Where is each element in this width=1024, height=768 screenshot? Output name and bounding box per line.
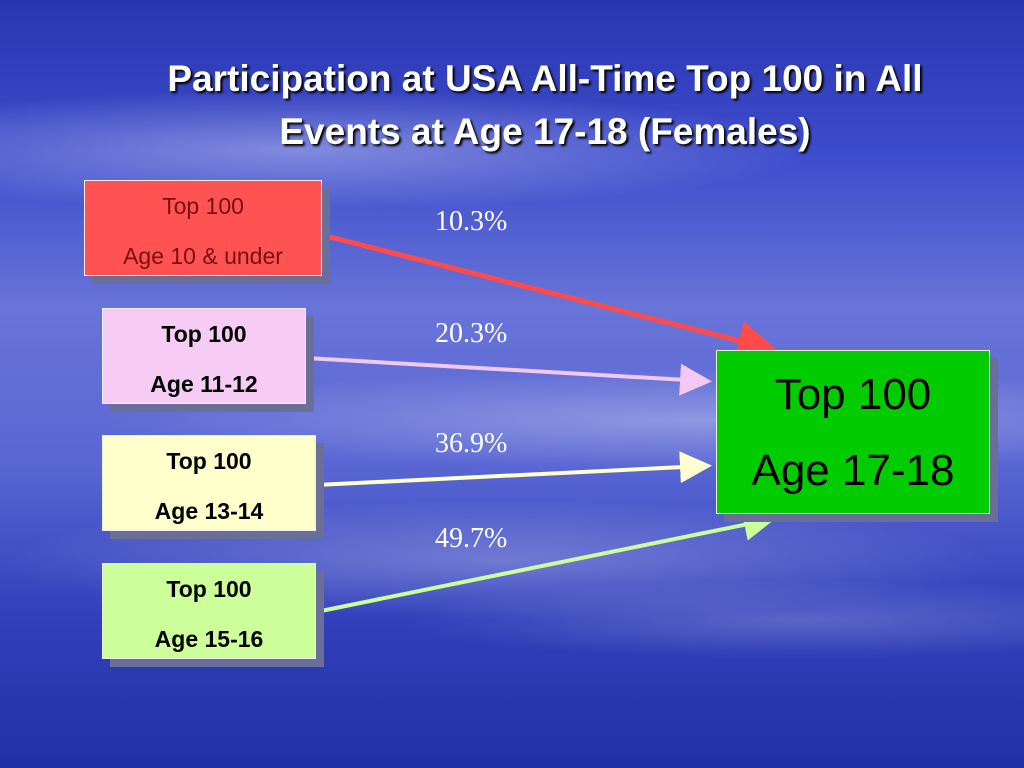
arrow	[305, 356, 712, 396]
node: Top 100 Age 17-18	[716, 350, 990, 514]
node-text: Age 10 & under	[123, 243, 283, 269]
node: Top 100 Age 10 & under	[84, 180, 322, 276]
node-text: Age 15-16	[154, 626, 264, 652]
arrow	[315, 509, 776, 614]
node-text: Top 100	[162, 193, 244, 219]
node-text: Top 100	[166, 448, 252, 474]
node-text: Top 100	[161, 321, 247, 347]
edge-label: 20.3%	[435, 318, 508, 349]
arrow	[315, 451, 712, 487]
node-text: Age 17-18	[751, 446, 955, 495]
title: Participation at USA All-Time Top 100 in…	[167, 58, 923, 99]
node-text: Top 100	[774, 370, 932, 419]
node: Top 100 Age 13-14	[102, 435, 316, 531]
node: Top 100 Age 15-16	[102, 563, 316, 659]
arrow	[321, 232, 778, 361]
node-text: Age 13-14	[154, 498, 264, 524]
edge-label: 10.3%	[435, 206, 508, 237]
node: Top 100 Age 11-12	[102, 308, 306, 404]
edge-label: 36.9%	[435, 428, 508, 459]
node-text: Top 100	[166, 576, 252, 602]
node-text: Age 11-12	[150, 371, 258, 397]
edge-label: 49.7%	[435, 523, 508, 554]
title: Events at Age 17-18 (Females)	[279, 111, 811, 152]
